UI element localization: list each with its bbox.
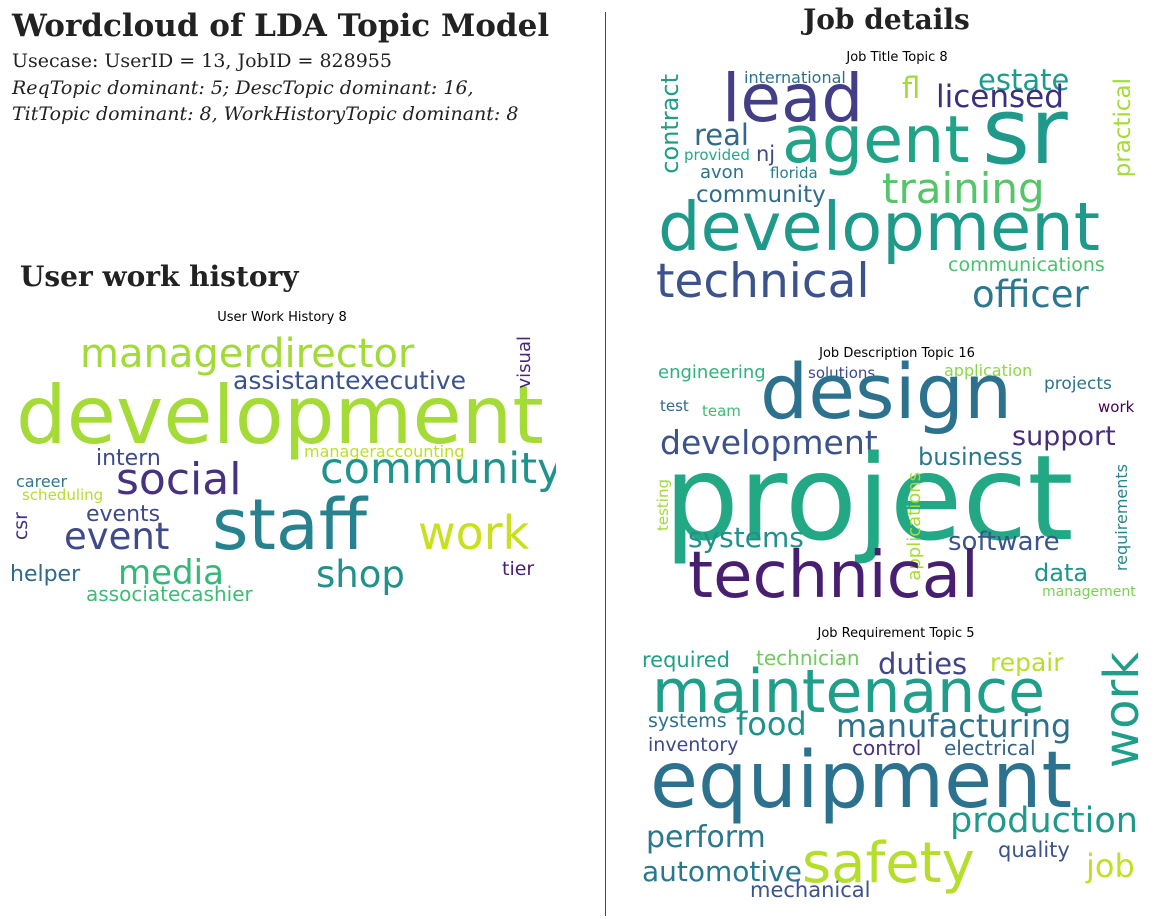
word-equipment: equipment <box>650 736 1073 826</box>
word-florida: florida <box>770 164 818 182</box>
word-development: development <box>658 188 1100 266</box>
word-quality: quality <box>998 838 1070 862</box>
word-data: data <box>1034 559 1089 587</box>
word-nj: nj <box>756 142 776 166</box>
wordcloud-title: Job Requirement Topic 5 <box>817 626 975 641</box>
word-estate: estate <box>978 63 1070 97</box>
word-technical: technical <box>688 539 979 612</box>
word-lead: lead <box>722 60 864 137</box>
word-electrical: electrical <box>944 736 1036 760</box>
word-mechanical: mechanical <box>750 878 871 902</box>
word-automotive: automotive <box>642 855 802 888</box>
word-control: control <box>852 736 922 760</box>
word-technician: technician <box>756 646 860 670</box>
word-communications: communications <box>948 254 1105 276</box>
word-event: event <box>64 515 170 558</box>
word-inventory: inventory <box>648 734 739 756</box>
word-avon: avon <box>700 162 745 183</box>
word-production: production <box>950 801 1138 841</box>
word-training: training <box>882 164 1045 213</box>
word-staff: staff <box>212 484 368 566</box>
word-events: events <box>86 502 161 527</box>
word-repair: repair <box>990 648 1064 677</box>
word-projects: projects <box>1044 374 1112 394</box>
word-helper: helper <box>10 562 81 587</box>
word-real: real <box>694 118 749 152</box>
word-officer: officer <box>972 273 1089 316</box>
word-test: test <box>660 397 689 415</box>
word-project: project <box>664 429 1074 567</box>
word-software: software <box>948 527 1060 557</box>
word-perform: perform <box>646 820 766 855</box>
word-required: required <box>642 648 730 672</box>
word-career: career <box>16 472 68 491</box>
word-work: work <box>1098 398 1135 416</box>
word-licensed: licensed <box>936 79 1064 115</box>
word-media: media <box>118 553 224 593</box>
word-fl: fl <box>902 71 921 105</box>
word-systems: systems <box>648 710 727 732</box>
job-title-wordcloud: Job Title Topic 8 international lead estat… <box>652 48 1142 316</box>
word-technical: technical <box>656 254 870 309</box>
word-duties: duties <box>878 647 968 681</box>
dominant-topics-line-1: ReqTopic dominant: 5; DescTopic dominant… <box>12 77 474 99</box>
word-support: support <box>1012 421 1116 452</box>
word-team: team <box>702 402 741 420</box>
word-agent: agent <box>782 103 970 178</box>
word-sr: sr <box>982 78 1068 185</box>
word-engineering: engineering <box>658 362 766 383</box>
word-contract: contract <box>656 74 684 174</box>
word-international: international <box>744 68 846 87</box>
word-application: application <box>944 361 1033 380</box>
word-associatecashier: associatecashier <box>86 582 253 606</box>
work-history-wordcloud: User Work History 8 managerdirector devel… <box>8 308 556 612</box>
word-maintenance: maintenance <box>652 657 1046 727</box>
main-title: Wordcloud of LDA Topic Model <box>12 8 550 44</box>
section-divider <box>605 12 606 916</box>
word-requirements: requirements <box>1112 464 1131 572</box>
word-development: development <box>16 369 544 462</box>
job-requirement-wordcloud: Job Requirement Topic 5 required technici… <box>638 624 1154 906</box>
word-social: social <box>116 454 242 505</box>
word-community: community <box>696 182 826 208</box>
word-business: business <box>918 443 1023 471</box>
word-scheduling: scheduling <box>22 486 104 504</box>
word-development: development <box>660 423 878 462</box>
word-solutions: solutions <box>808 364 876 382</box>
word-management: management <box>1042 584 1136 600</box>
word-work: work <box>1094 652 1150 769</box>
word-systems: systems <box>688 521 804 554</box>
dominant-topics-line-2: TitTopic dominant: 8, WorkHistoryTopic d… <box>12 103 519 125</box>
wordcloud-title: User Work History 8 <box>217 310 347 325</box>
word-job: job <box>1086 847 1135 885</box>
word-food: food <box>736 705 807 743</box>
usecase-line: Usecase: UserID = 13, JobID = 828955 <box>12 50 392 72</box>
word-intern: intern <box>96 446 161 471</box>
job-description-wordcloud: Job Description Topic 16 engineering solu… <box>652 344 1142 612</box>
word-visual: visual <box>514 336 535 389</box>
word-community: community <box>320 444 556 494</box>
word-provided: provided <box>684 146 750 164</box>
word-manufacturing: manufacturing <box>836 707 1072 745</box>
word-practical: practical <box>1110 78 1136 178</box>
word-safety: safety <box>802 831 975 896</box>
job-details-heading: Job details <box>803 3 970 36</box>
word-work: work <box>418 506 530 560</box>
word-design: design <box>760 347 1013 436</box>
word-csr: csr <box>10 512 32 541</box>
word-testing: testing <box>654 479 672 532</box>
word-shop: shop <box>316 553 405 596</box>
word-tier: tier <box>502 558 535 580</box>
word-manageraccounting: manageraccounting <box>304 442 465 461</box>
wordcloud-title: Job Title Topic 8 <box>846 50 948 65</box>
wordcloud-title: Job Description Topic 16 <box>819 346 975 361</box>
user-history-heading: User work history <box>20 260 299 293</box>
word-managerdirector: managerdirector <box>80 331 415 377</box>
word-assistantexecutive: assistantexecutive <box>233 366 466 395</box>
